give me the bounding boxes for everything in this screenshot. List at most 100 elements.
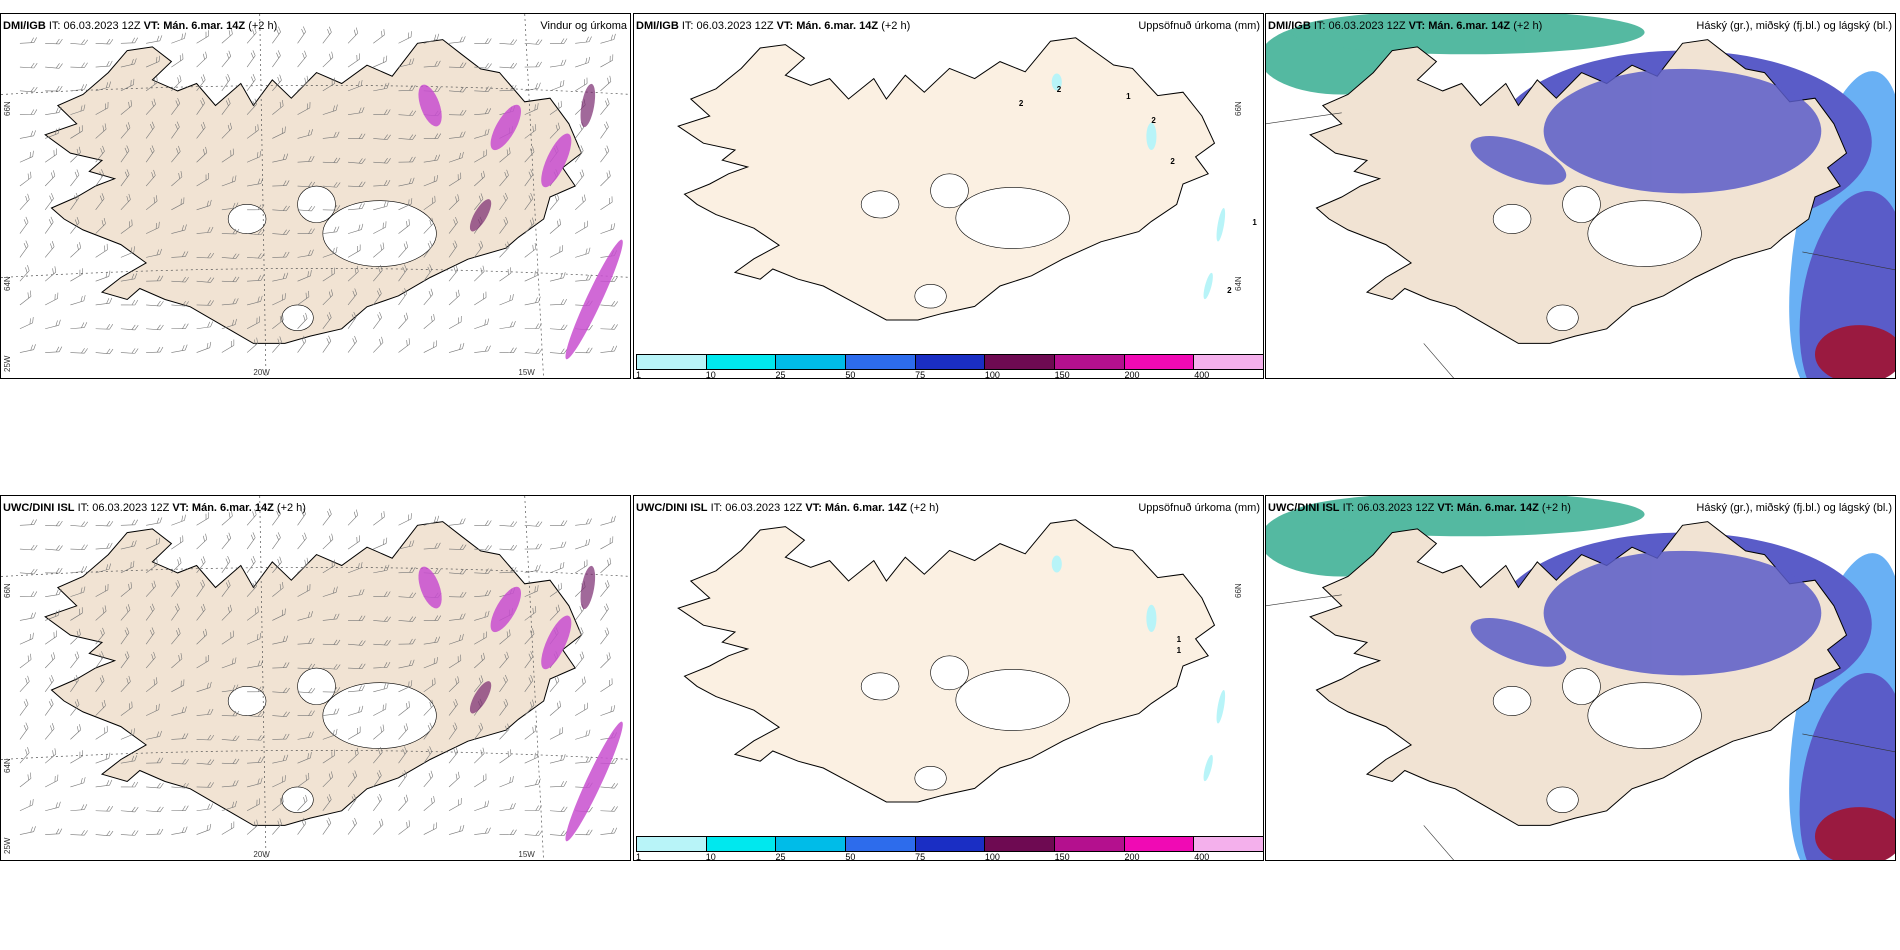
colorbar-tick: 75	[915, 852, 926, 861]
map-panel-p1: DMI/IGB IT: 06.03.2023 12Z VT: Mán. 6.ma…	[0, 13, 631, 379]
map-panel-p4: UWC/DINI ISL IT: 06.03.2023 12Z VT: Mán.…	[0, 495, 631, 861]
colorbar-swatch	[1194, 837, 1263, 851]
precip-contour-label: 1	[1176, 635, 1182, 645]
panel-header: DMI/IGB IT: 06.03.2023 12Z VT: Mán. 6.ma…	[636, 20, 910, 32]
colorbar-tick: 200	[1124, 370, 1140, 379]
lead-time: (+2 h)	[276, 502, 306, 514]
colorbar-tick: 50	[845, 852, 856, 861]
colorbar-swatch	[846, 355, 916, 369]
colorbar-tick: 100	[984, 852, 1000, 861]
map-panel-p2: DMI/IGB IT: 06.03.2023 12Z VT: Mán. 6.ma…	[633, 13, 1264, 379]
precip-contour-label: 1	[1126, 92, 1131, 102]
panel-header: UWC/DINI ISL IT: 06.03.2023 12Z VT: Mán.…	[1268, 502, 1571, 514]
valid-time: VT: Mán. 6.mar. 14Z	[172, 502, 274, 514]
lat-label: 66N	[1234, 582, 1244, 598]
panel-header: UWC/DINI ISL IT: 06.03.2023 12Z VT: Mán.…	[3, 502, 306, 514]
lat-label: 25W	[3, 355, 12, 372]
colorbar-swatch	[985, 355, 1056, 369]
colorbar-tick: 10	[705, 370, 716, 379]
lon-label: 15W	[518, 368, 535, 377]
colorbar-tick: 1	[636, 370, 642, 379]
precip-contour-label: 2	[1170, 156, 1175, 166]
lon-label: 15W	[518, 850, 535, 859]
colorbar-ticks: 1 10 25 50 75 100 150 200 400	[636, 852, 1263, 861]
lat-label: 66N	[3, 582, 12, 598]
model-source: DMI/IGB	[636, 20, 679, 32]
colorbar-swatch	[1124, 837, 1195, 851]
panel-title: Háský (gr.), miðský (fj.bl.) og lágský (…	[1696, 502, 1892, 514]
lon-label: 20W	[253, 368, 270, 377]
precip-contour-label: 1	[1252, 218, 1257, 227]
colorbar-swatch	[1055, 355, 1125, 369]
lead-time: (+2 h)	[909, 502, 939, 514]
valid-time: VT: Mán. 6.mar. 14Z	[1408, 20, 1511, 32]
colorbar-tick: 200	[1124, 852, 1140, 861]
model-source: UWC/DINI ISL	[636, 502, 708, 514]
colorbar-swatch	[1124, 355, 1195, 369]
colorbar-tick: 400	[1194, 852, 1210, 861]
panel-header: DMI/IGB IT: 06.03.2023 12Z VT: Mán. 6.ma…	[1268, 20, 1542, 32]
model-source: DMI/IGB	[1268, 20, 1311, 32]
colorbar-swatch	[915, 837, 986, 851]
colorbar-tick: 400	[1194, 370, 1210, 379]
colorbar-tick: 150	[1054, 852, 1070, 861]
colorbar-swatch	[776, 837, 847, 851]
init-time: IT: 06.03.2023 12Z	[77, 502, 170, 514]
precip-contour-label: 2	[1227, 286, 1232, 295]
lat-label: 64N	[1234, 276, 1244, 292]
colorbar-swatch	[1194, 355, 1263, 369]
panel-title: Uppsöfnuð úrkoma (mm)	[1138, 20, 1260, 32]
map-panel-p3: DMI/IGB IT: 06.03.2023 12Z VT: Mán. 6.ma…	[1265, 13, 1896, 379]
model-source: DMI/IGB	[3, 20, 46, 32]
precip-contour-label: 2	[1056, 85, 1062, 95]
valid-time: VT: Mán. 6.mar. 14Z	[1437, 502, 1539, 514]
colorbar-swatch	[915, 355, 986, 369]
lat-label: 64N	[3, 276, 12, 292]
colorbar-swatch	[1055, 837, 1125, 851]
map-panel-p6: UWC/DINI ISL IT: 06.03.2023 12Z VT: Mán.…	[1265, 495, 1896, 861]
colorbar-tick: 10	[705, 852, 716, 861]
valid-time: VT: Mán. 6.mar. 14Z	[776, 20, 879, 32]
panel-title: Vindur og úrkoma	[540, 20, 627, 32]
lead-time: (+2 h)	[1513, 20, 1543, 32]
colorbar-tick: 1	[636, 852, 642, 861]
colorbar-swatch	[776, 355, 847, 369]
colorbar-swatch	[637, 837, 707, 851]
panel-title: Uppsöfnuð úrkoma (mm)	[1138, 502, 1260, 514]
init-time: IT: 06.03.2023 12Z	[681, 20, 774, 32]
panel-header: DMI/IGB IT: 06.03.2023 12Z VT: Mán. 6.ma…	[3, 20, 277, 32]
lead-time: (+2 h)	[248, 20, 278, 32]
colorbar-tick: 150	[1054, 370, 1070, 379]
lat-label: 66N	[3, 100, 12, 116]
lat-label: 25W	[3, 837, 12, 854]
init-time: IT: 06.03.2023 12Z	[710, 502, 803, 514]
map-panel-p5: UWC/DINI ISL IT: 06.03.2023 12Z VT: Mán.…	[633, 495, 1264, 861]
init-time: IT: 06.03.2023 12Z	[48, 20, 141, 32]
lat-label: 64N	[3, 758, 12, 774]
colorbar	[636, 836, 1263, 852]
init-time: IT: 06.03.2023 12Z	[1342, 502, 1435, 514]
colorbar-tick: 75	[915, 370, 926, 379]
colorbar-swatch	[637, 355, 707, 369]
panel-title: Háský (gr.), miðský (fj.bl.) og lágský (…	[1696, 20, 1892, 32]
model-source: UWC/DINI ISL	[1268, 502, 1340, 514]
colorbar	[636, 354, 1263, 370]
valid-time: VT: Mán. 6.mar. 14Z	[143, 20, 246, 32]
lead-time: (+2 h)	[881, 20, 911, 32]
colorbar-tick: 100	[984, 370, 1000, 379]
valid-time: VT: Mán. 6.mar. 14Z	[805, 502, 907, 514]
lead-time: (+2 h)	[1541, 502, 1571, 514]
lat-label: 66N	[1234, 100, 1244, 116]
colorbar-tick: 25	[775, 370, 786, 379]
colorbar-swatch	[706, 355, 777, 369]
colorbar-swatch	[846, 837, 916, 851]
precip-contour-label: 1	[1176, 645, 1182, 655]
precip-contour-label: 2	[1151, 116, 1156, 125]
panel-header: UWC/DINI ISL IT: 06.03.2023 12Z VT: Mán.…	[636, 502, 939, 514]
colorbar-ticks: 1 10 25 50 75 100 150 200 400	[636, 370, 1263, 379]
precip-contour-label: 2	[1018, 99, 1024, 108]
colorbar-tick: 50	[845, 370, 856, 379]
lon-label: 20W	[253, 850, 270, 859]
model-source: UWC/DINI ISL	[3, 502, 75, 514]
colorbar-swatch	[706, 837, 777, 851]
